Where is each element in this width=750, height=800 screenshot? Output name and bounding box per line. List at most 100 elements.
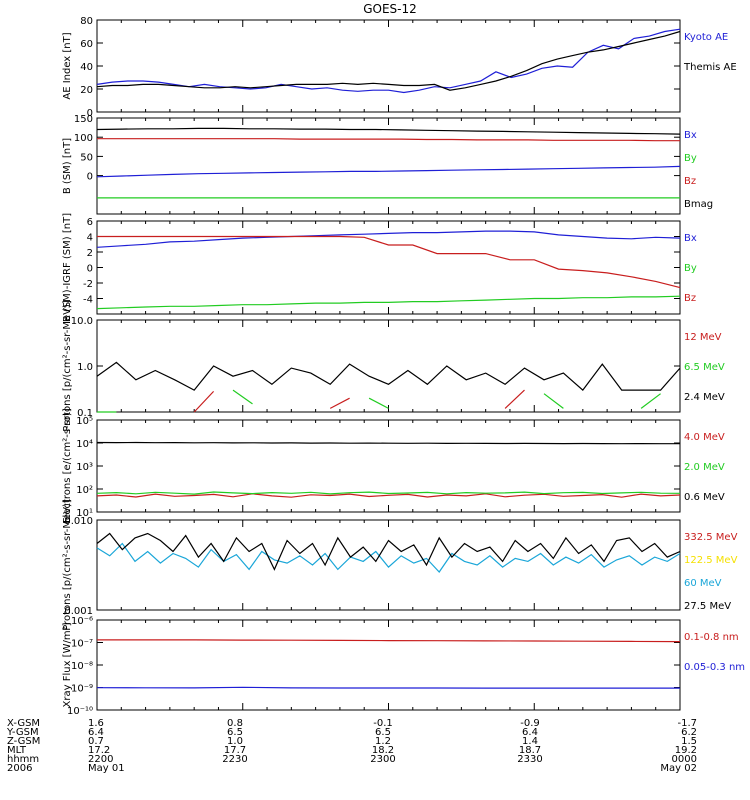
y-axis-label: Electrons [e/(cm²-s-sr)] [62, 408, 73, 524]
legend-2-0-mev: 2.0 MeV [684, 462, 725, 473]
ephemeris-value: 0.8 [227, 718, 243, 729]
legend-0-1-0-8-nm: 0.1-0.8 nm [684, 632, 739, 643]
y-axis-label: Xray Flux [W/m²] [62, 622, 73, 707]
ephemeris-row-label: Z-GSM [7, 736, 40, 747]
y-tick-label: 150 [74, 114, 93, 125]
ephemeris-value: 6.4 [88, 727, 104, 738]
panel-frame [96, 319, 681, 413]
ephemeris-value: May 01 [88, 763, 125, 774]
ephemeris-value: 6.5 [227, 727, 243, 738]
y-tick-label: 20 [80, 85, 93, 96]
y-tick-label: 0 [87, 264, 93, 275]
ephemeris-value: 6.5 [375, 727, 391, 738]
ephemeris-value: 2200 [88, 754, 113, 765]
y-tick-label: -2 [83, 279, 93, 290]
y-axis-label: AE Index [nT] [62, 32, 73, 99]
y-tick-label: 10⁻⁶ [71, 616, 93, 627]
ephemeris-value: 0.7 [88, 736, 104, 747]
y-tick-label: 0.001 [64, 606, 93, 617]
panel-frame [96, 419, 681, 513]
panel-2: -4 -2 0 2 4 6 B (SM)-IGRF (SM) [nT] Bx By Bz [62, 213, 697, 322]
ephemeris-value: -0.9 [520, 718, 540, 729]
y-axis-label: B (SM)-IGRF (SM) [nT] [62, 213, 73, 322]
panel-0: 0 20 40 60 80 AE Index [nT] Kyoto AE Themis AE [62, 16, 737, 119]
legend-themis-ae: Themis AE [683, 62, 737, 73]
y-tick-label: 10⁴ [76, 439, 93, 450]
y-tick-label: 40 [80, 62, 93, 73]
series-line-2-4-mev [96, 361, 681, 391]
ephemeris-value: 2330 [517, 754, 542, 765]
legend-kyoto-ae: Kyoto AE [684, 32, 728, 43]
y-tick-label: 10¹ [76, 508, 93, 519]
series-line-bmag [96, 127, 681, 135]
series-line-bx [96, 165, 681, 178]
ephemeris-value: May 02 [660, 763, 697, 774]
y-tick-label: 10³ [76, 462, 93, 473]
ephemeris-value: 17.7 [224, 745, 246, 756]
legend-2-4-mev: 2.4 MeV [684, 392, 725, 403]
ephemeris-value: 0000 [672, 754, 697, 765]
ephemeris-value: 19.2 [675, 745, 697, 756]
series-line-27-5-mev [96, 532, 681, 571]
y-tick-label: 10⁻⁹ [71, 684, 93, 695]
ephemeris-table: X-GSMY-GSMZ-GSMMLThhmm20061.66.40.717.22… [6, 718, 697, 774]
y-tick-label: 2 [87, 248, 93, 259]
series-line-0-1-0-8-nm [97, 639, 681, 643]
legend-0-6-mev: 0.6 MeV [684, 492, 725, 503]
series-line-60-mev [96, 542, 681, 573]
y-tick-label: 4 [87, 233, 93, 244]
series-line-0-05-0-3-nm [96, 686, 680, 689]
legend-0-05-0-3-nm: 0.05-0.3 nm [684, 662, 745, 673]
series-line-bx [96, 230, 681, 248]
legend-27-5-mev: 27.5 MeV [684, 601, 731, 612]
ephemeris-value: 18.7 [519, 745, 541, 756]
ephemeris-value: 6.4 [522, 727, 538, 738]
legend-12-mev: 12 MeV [684, 332, 722, 343]
y-tick-label: 1.0 [77, 362, 93, 373]
legend-6-5-mev: 6.5 MeV [684, 362, 725, 373]
panel-frame [96, 619, 681, 711]
legend-4-0-mev: 4.0 MeV [684, 432, 725, 443]
legend-bz: Bz [684, 176, 696, 187]
series-line-4-0-mev [96, 493, 681, 498]
ephemeris-value: -1.7 [677, 718, 697, 729]
y-tick-label: 60 [80, 39, 93, 50]
y-axis-label: B (SM) [nT] [62, 138, 73, 194]
y-tick-label: 10⁻⁷ [71, 639, 93, 650]
legend-bx: Bx [684, 233, 697, 244]
y-axis-label: Protons [p/(cm²-s-sr-MeV)] [62, 499, 73, 631]
ephemeris-value: 1.4 [522, 736, 538, 747]
legend-by: By [684, 263, 697, 274]
y-tick-label: 50 [80, 152, 93, 163]
series-line-12-mev [194, 390, 602, 412]
ephemeris-row-label: MLT [7, 745, 27, 756]
series-line-themis-ae [96, 30, 681, 91]
ephemeris-value: 1.5 [681, 736, 697, 747]
plot-title: GOES-12 [363, 2, 417, 16]
legend-122-5-mev: 122.5 MeV [684, 555, 738, 566]
legend-bz: Bz [684, 293, 696, 304]
ephemeris-value: 2300 [370, 754, 395, 765]
y-tick-label: 10⁻¹⁰ [67, 706, 93, 717]
ephemeris-value: 1.2 [375, 736, 391, 747]
ephemeris-value: 1.6 [88, 718, 104, 729]
ephemeris-value: 17.2 [88, 745, 110, 756]
series-line-bz [97, 235, 681, 289]
y-tick-label: 80 [80, 16, 93, 27]
series-line-2-0-mev [96, 491, 681, 495]
ephemeris-row-label: hhmm [7, 754, 39, 765]
ephemeris-value: 6.2 [681, 727, 697, 738]
panel-frame [96, 220, 681, 315]
y-tick-label: 0.010 [64, 516, 93, 527]
series-line-bz [97, 138, 680, 142]
y-tick-label: 10² [76, 485, 93, 496]
ephemeris-value: 18.2 [372, 745, 394, 756]
series-line-0-6-mev [96, 441, 680, 445]
series-line-kyoto-ae [96, 28, 681, 94]
legend-by: By [684, 153, 697, 164]
ephemeris-value: -0.1 [373, 718, 393, 729]
